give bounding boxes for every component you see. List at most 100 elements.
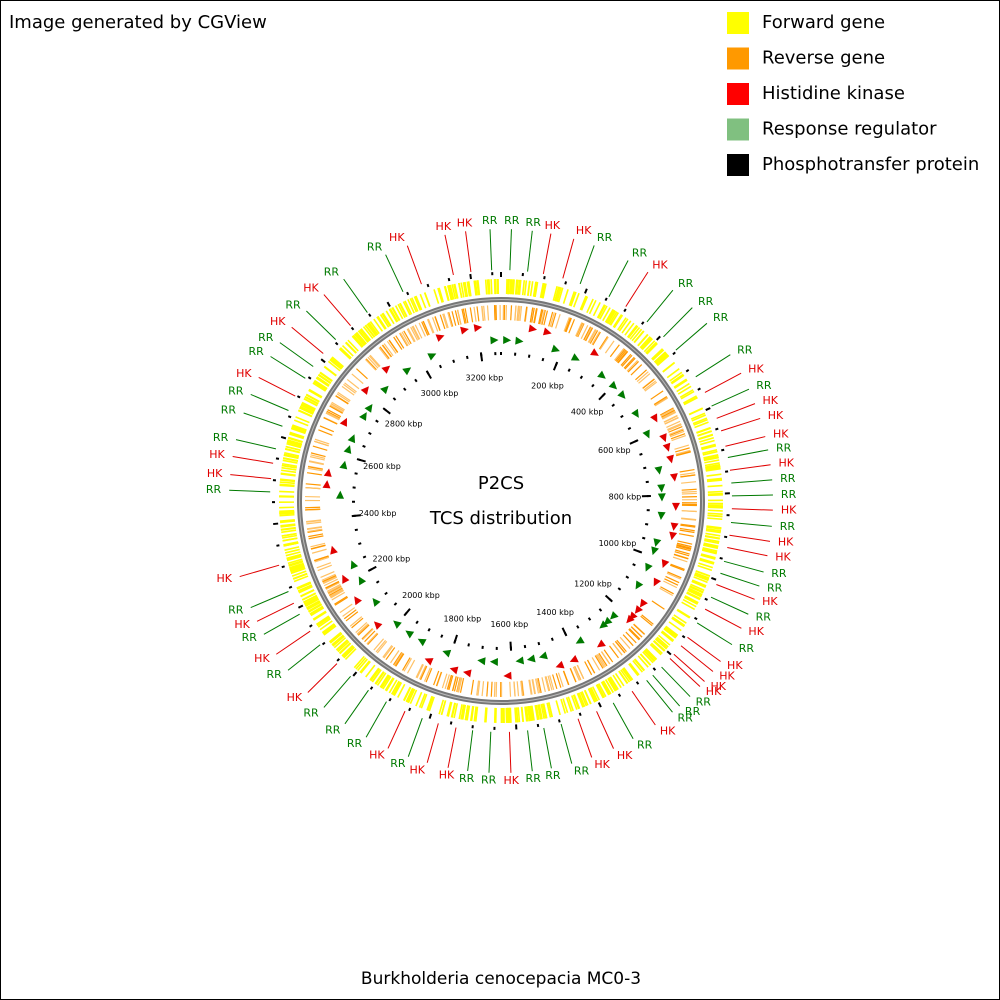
feature-label: HK	[369, 749, 385, 762]
reverse-gene	[415, 663, 424, 678]
feature-label: RR	[713, 311, 729, 324]
forward-gene	[279, 511, 295, 514]
feature-line	[232, 456, 274, 464]
feature-line	[243, 412, 283, 427]
inner-tick	[527, 354, 531, 358]
reverse-gene	[641, 614, 654, 625]
reverse-gene	[434, 316, 441, 331]
reverse-gene	[517, 305, 521, 321]
reverse-gene	[464, 308, 469, 324]
inner-tick	[617, 587, 622, 591]
inner-tick	[537, 641, 541, 646]
forward-gene	[424, 292, 431, 307]
outer-tick	[635, 681, 640, 685]
forward-gene	[621, 668, 632, 682]
forward-gene	[338, 348, 351, 360]
reverse-gene	[668, 425, 683, 433]
feature-label: RR	[285, 298, 301, 311]
forward-gene	[409, 689, 418, 704]
forward-gene	[688, 407, 703, 416]
forward-gene	[333, 637, 347, 649]
feature-label: HK	[287, 691, 303, 704]
forward-gene	[327, 360, 341, 372]
reverse-gene	[676, 544, 692, 549]
forward-gene	[671, 616, 686, 627]
reverse-gene	[407, 328, 416, 342]
reverse-gene	[604, 340, 615, 354]
feature-marker	[653, 577, 662, 587]
forward-gene	[609, 676, 619, 690]
feature-marker	[427, 353, 437, 361]
forward-gene	[385, 677, 395, 692]
forward-gene	[706, 527, 722, 532]
feature-label: RR	[526, 216, 542, 229]
forward-gene	[300, 589, 315, 598]
inner-tick	[579, 375, 584, 380]
outer-tick	[369, 686, 374, 690]
inner-tick	[438, 364, 443, 369]
inner-tick	[576, 625, 580, 629]
forward-gene	[381, 313, 391, 327]
forward-gene	[657, 634, 671, 646]
scale-label: 3000 kbp	[421, 389, 459, 398]
forward-gene	[317, 374, 332, 385]
forward-gene	[485, 707, 488, 723]
inner-tick	[627, 426, 632, 431]
forward-gene	[693, 418, 708, 426]
feature-marker	[610, 611, 619, 620]
inner-tick	[643, 466, 647, 470]
inner-tick	[354, 528, 359, 532]
forward-gene	[460, 282, 465, 298]
forward-gene	[360, 661, 371, 674]
feature-line	[727, 547, 768, 557]
feature-line	[696, 622, 733, 646]
forward-gene	[535, 704, 540, 720]
reverse-gene	[614, 348, 625, 361]
reverse-gene	[406, 659, 416, 674]
forward-gene	[573, 292, 580, 308]
forward-gene	[598, 683, 607, 698]
reverse-gene	[349, 616, 363, 627]
feature-line	[276, 630, 311, 655]
forward-gene	[602, 307, 611, 322]
feature-line	[239, 564, 280, 578]
inner-tick	[452, 359, 456, 364]
feature-label: HK	[781, 503, 797, 516]
forward-gene	[279, 520, 296, 524]
feature-label: RR	[767, 582, 783, 595]
outer-tick	[386, 301, 391, 307]
forward-gene	[287, 558, 303, 565]
feature-label: HK	[594, 758, 610, 771]
reverse-gene	[310, 454, 326, 459]
forward-gene	[634, 658, 646, 671]
reverse-gene	[609, 344, 620, 358]
feature-label: HK	[236, 367, 252, 380]
reverse-gene	[356, 623, 369, 635]
reverse-gene	[448, 675, 454, 691]
reverse-gene	[671, 435, 686, 442]
reverse-gene	[623, 356, 635, 369]
forward-gene	[680, 390, 695, 400]
reverse-gene	[614, 348, 626, 362]
feature-line	[230, 474, 272, 480]
reverse-gene	[614, 640, 626, 654]
outer-tick	[711, 577, 717, 581]
reverse-gene	[529, 307, 534, 323]
forward-gene	[565, 697, 573, 712]
forward-gene	[280, 473, 296, 477]
reverse-gene	[667, 423, 682, 431]
outer-tick	[276, 544, 280, 547]
forward-gene	[319, 371, 333, 382]
outer-tick	[469, 273, 472, 280]
forward-gene	[509, 279, 512, 295]
forward-gene	[413, 296, 422, 311]
forward-gene	[371, 669, 382, 683]
reverse-gene	[589, 330, 599, 344]
forward-gene	[697, 430, 713, 437]
forward-gene	[694, 572, 710, 579]
reverse-gene	[368, 355, 380, 368]
feature-marker	[528, 324, 538, 333]
forward-gene	[281, 469, 297, 474]
reverse-gene	[681, 492, 697, 495]
forward-gene	[286, 441, 302, 447]
